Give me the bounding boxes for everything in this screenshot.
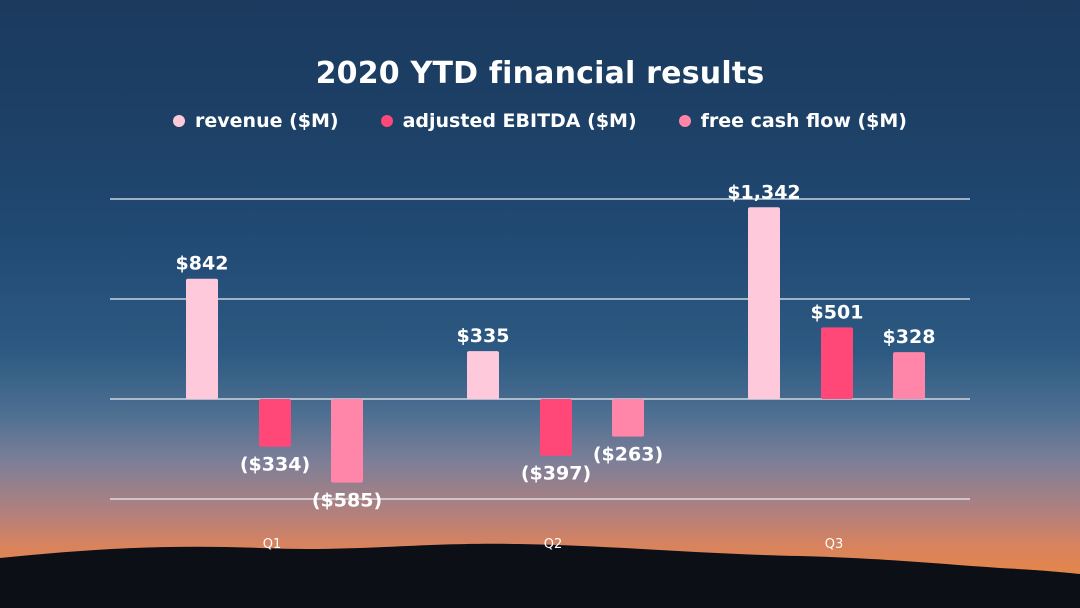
bar [259,399,291,447]
hill-silhouette [0,543,1080,608]
data-label: ($585) [312,490,382,512]
legend-dot-fcf [678,115,691,127]
category-label: Q2 [544,537,563,552]
legend-label-revenue: revenue ($M) [195,110,339,132]
data-label: ($263) [593,444,663,466]
bar [331,399,363,483]
bar [186,278,218,399]
bar [893,352,925,399]
category-label: Q3 [825,537,844,552]
chart-title: 2020 YTD financial results [315,56,765,91]
legend: revenue ($M) adjusted EBITDA ($M) free c… [0,110,1080,132]
data-label: $335 [457,325,510,347]
data-label: $501 [811,301,864,323]
data-label: $842 [176,253,229,275]
legend-dot-ebitda [380,115,393,127]
bar [821,327,853,399]
data-label: $1,342 [727,181,800,203]
legend-item-revenue: revenue ($M) [173,110,339,132]
data-label: $328 [883,326,936,348]
bar [540,399,572,456]
bar [748,207,780,399]
legend-label-fcf: free cash flow ($M) [700,110,907,132]
bar [612,399,644,437]
bar [467,351,499,399]
data-label: ($334) [240,454,310,476]
legend-item-fcf: free cash flow ($M) [678,110,907,132]
legend-dot-revenue [173,115,186,127]
legend-label-ebitda: adjusted EBITDA ($M) [402,110,637,132]
legend-item-ebitda: adjusted EBITDA ($M) [380,110,637,132]
data-label: ($397) [521,463,591,485]
category-label: Q1 [263,537,282,552]
